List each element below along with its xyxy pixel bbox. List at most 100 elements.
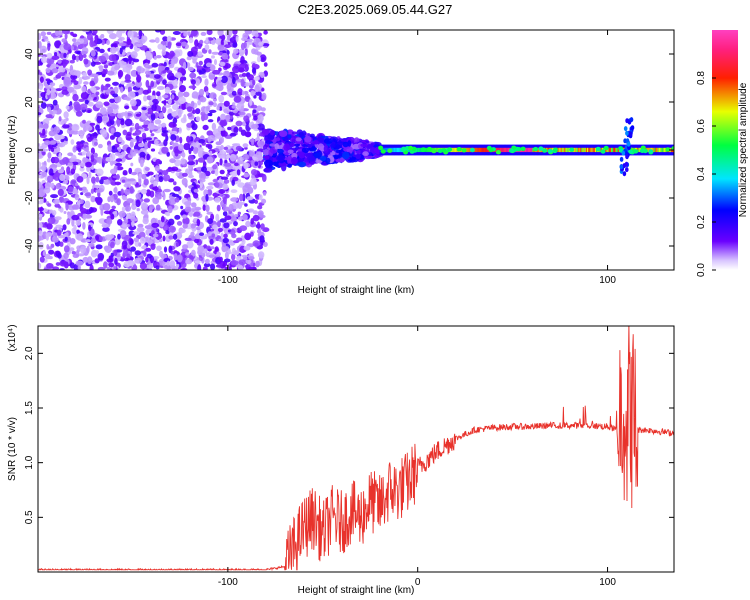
y-tick-label: 20 — [24, 96, 35, 108]
noise-blob — [115, 166, 124, 171]
noise-blob — [76, 176, 84, 183]
noise-blob — [197, 147, 204, 153]
noise-blob — [217, 44, 225, 52]
signal-core — [580, 147, 583, 153]
noise-blob — [51, 266, 60, 270]
noise-blob — [183, 31, 188, 37]
noise-blob — [204, 44, 210, 51]
noise-blob — [191, 202, 197, 208]
noise-blob — [152, 233, 159, 238]
noise-blob — [167, 98, 172, 105]
noise-blob — [140, 209, 149, 215]
noise-blob — [250, 104, 258, 109]
noise-blob — [109, 113, 116, 117]
signal-blob — [441, 148, 447, 153]
y-tick-label: -40 — [24, 238, 35, 253]
noise-blob — [232, 76, 236, 85]
noise-blob — [220, 113, 226, 121]
noise-blob — [205, 62, 212, 68]
noise-blob — [233, 96, 242, 103]
noise-blob — [161, 146, 169, 154]
noise-blob — [237, 211, 241, 215]
spectrogram-plot — [38, 30, 674, 270]
noise-blob — [45, 117, 52, 121]
noise-blob — [69, 238, 76, 245]
noise-blob — [122, 196, 128, 201]
noise-blob — [93, 141, 98, 146]
noise-blob — [120, 151, 126, 156]
signal-core — [574, 147, 577, 153]
noise-blob — [187, 66, 194, 72]
noise-blob — [99, 48, 105, 54]
noise-blob — [231, 90, 237, 96]
noise-blob — [45, 85, 52, 89]
onset-blob — [263, 167, 273, 173]
noise-blob — [143, 198, 150, 203]
noise-blob — [87, 69, 92, 76]
onset-blob — [315, 159, 323, 164]
noise-blob — [166, 35, 172, 43]
disturbance-blob — [626, 141, 631, 147]
noise-blob — [108, 190, 113, 196]
noise-blob — [181, 41, 188, 47]
onset-blob — [330, 143, 336, 148]
noise-blob — [159, 30, 166, 35]
noise-blob — [241, 214, 248, 221]
noise-blob — [46, 31, 52, 35]
noise-blob — [206, 156, 214, 164]
noise-blob — [205, 204, 210, 212]
noise-blob — [196, 218, 201, 227]
noise-blob — [191, 91, 199, 99]
colorbar-tick-label: 0.4 — [696, 167, 707, 181]
noise-blob — [163, 99, 167, 106]
disturbance-blob — [629, 117, 634, 123]
noise-blob — [65, 202, 69, 211]
signal-core — [467, 147, 470, 153]
noise-blob — [113, 95, 122, 103]
noise-blob — [133, 237, 139, 242]
noise-blob — [210, 170, 216, 174]
disturbance-blob — [625, 154, 629, 160]
noise-blob — [134, 250, 141, 256]
noise-blob — [197, 264, 202, 270]
noise-blob — [55, 103, 60, 111]
noise-blob — [104, 234, 113, 241]
noise-blob — [223, 70, 230, 78]
noise-blob — [49, 168, 54, 176]
signal-core — [658, 147, 661, 153]
colorbar-tick-label: 0.6 — [696, 119, 707, 133]
noise-blob — [95, 176, 100, 183]
signal-blob — [533, 146, 539, 152]
signal-blob — [431, 148, 437, 154]
noise-blob — [129, 178, 136, 182]
noise-blob — [232, 65, 240, 74]
noise-blob — [259, 235, 265, 243]
noise-blob — [103, 261, 108, 269]
noise-blob — [197, 51, 203, 57]
noise-blob — [222, 237, 229, 244]
noise-blob — [114, 65, 120, 71]
noise-blob — [251, 137, 255, 146]
noise-blob — [150, 133, 155, 137]
noise-blob — [87, 109, 92, 114]
noise-blob — [46, 158, 51, 163]
noise-blob — [219, 158, 223, 166]
colorbar-tick-label: 0.0 — [696, 263, 707, 277]
noise-blob — [130, 148, 134, 156]
noise-blob — [193, 189, 199, 193]
noise-blob — [200, 31, 207, 36]
noise-blob — [75, 219, 81, 226]
noise-blob — [167, 205, 173, 214]
noise-blob — [190, 100, 195, 108]
noise-blob — [50, 63, 57, 68]
noise-blob — [148, 122, 155, 131]
noise-blob — [226, 35, 231, 41]
noise-blob — [162, 94, 169, 99]
noise-blob — [261, 92, 267, 101]
noise-blob — [256, 221, 261, 230]
noise-blob — [222, 196, 227, 205]
noise-blob — [240, 42, 246, 51]
noise-blob — [260, 107, 266, 112]
noise-blob — [194, 260, 201, 264]
noise-blob — [122, 170, 128, 176]
